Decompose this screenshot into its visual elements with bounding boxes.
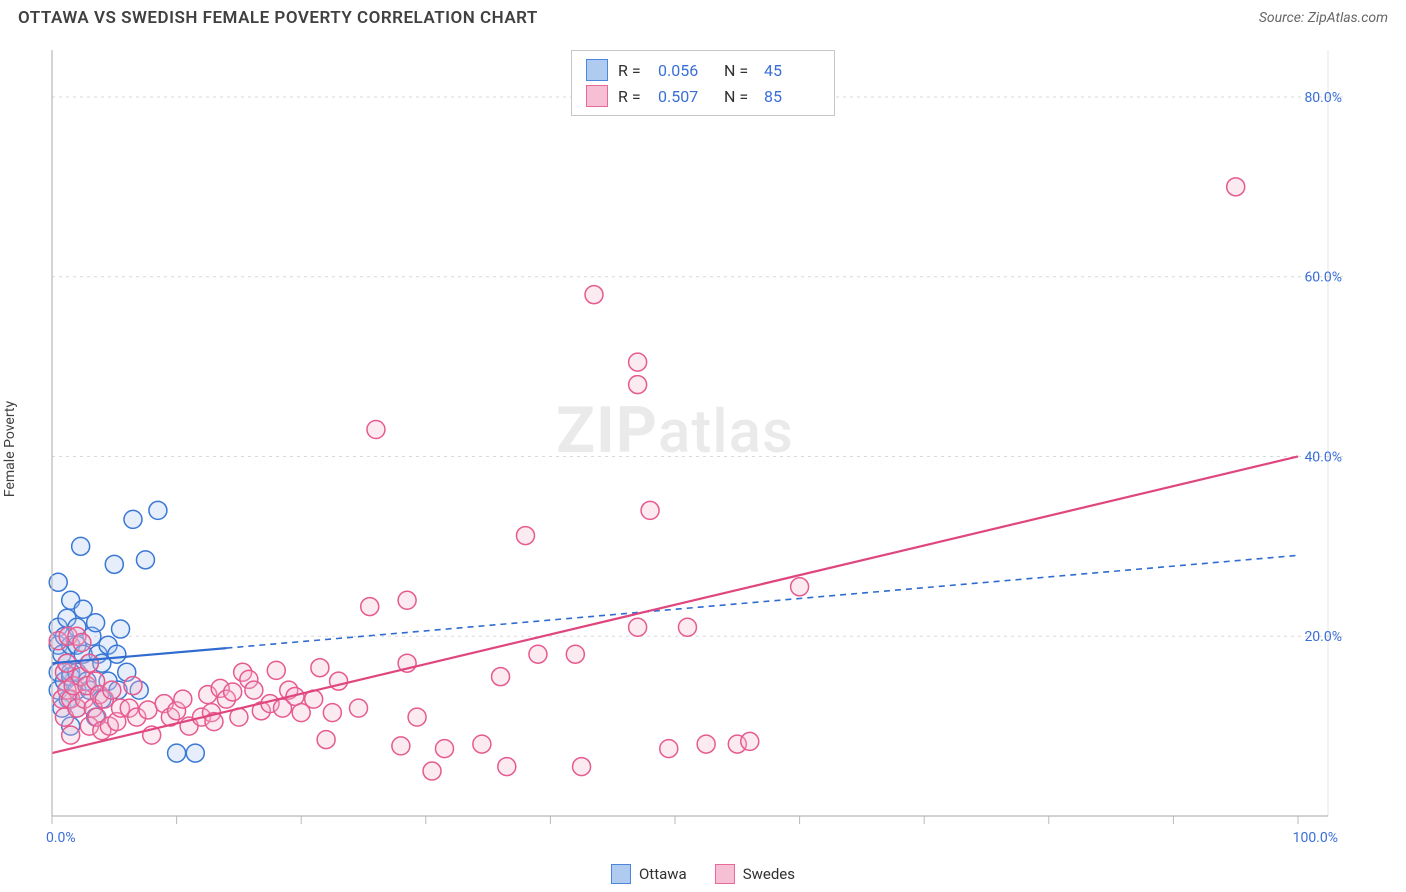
data-point-ottawa xyxy=(112,620,130,638)
data-point-swedes xyxy=(791,578,809,596)
data-point-swedes xyxy=(398,591,416,609)
r-value: 0.056 xyxy=(658,61,714,80)
n-value: 45 xyxy=(764,61,820,80)
data-point-swedes xyxy=(566,645,584,663)
data-point-swedes xyxy=(741,732,759,750)
data-point-swedes xyxy=(641,501,659,519)
n-label: N = xyxy=(724,87,754,106)
stats-legend-row-ottawa: R = 0.056 N = 45 xyxy=(586,57,820,83)
x-tick-label: 100.0% xyxy=(1293,830,1338,846)
data-point-swedes xyxy=(629,618,647,636)
data-point-swedes xyxy=(678,618,696,636)
data-point-swedes xyxy=(435,740,453,758)
series-legend-label: Ottawa xyxy=(639,865,687,883)
data-point-swedes xyxy=(423,762,441,780)
data-point-swedes xyxy=(361,598,379,616)
series-legend-item-swedes: Swedes xyxy=(715,864,795,884)
data-point-swedes xyxy=(498,758,516,776)
data-point-ottawa xyxy=(186,744,204,762)
data-point-swedes xyxy=(629,353,647,371)
data-point-swedes xyxy=(573,758,591,776)
trend-line-swedes xyxy=(52,456,1298,753)
data-point-swedes xyxy=(392,737,410,755)
data-point-ottawa xyxy=(87,614,105,632)
data-point-swedes xyxy=(103,681,121,699)
data-point-swedes xyxy=(124,677,142,695)
data-point-ottawa xyxy=(108,645,126,663)
stats-legend-row-swedes: R = 0.507 N = 85 xyxy=(586,83,820,109)
data-point-swedes xyxy=(311,659,329,677)
data-point-swedes xyxy=(697,735,715,753)
data-point-swedes xyxy=(174,690,192,708)
series-legend-item-ottawa: Ottawa xyxy=(611,864,687,884)
data-point-swedes xyxy=(1227,178,1245,196)
data-point-swedes xyxy=(350,699,368,717)
data-point-swedes xyxy=(367,421,385,439)
y-tick-label: 40.0% xyxy=(1304,449,1342,465)
data-point-swedes xyxy=(660,740,678,758)
data-point-swedes xyxy=(408,708,426,726)
legend-swatch-icon xyxy=(715,864,735,884)
series-legend: Ottawa Swedes xyxy=(611,864,795,884)
data-point-ottawa xyxy=(136,551,154,569)
series-legend-label: Swedes xyxy=(743,865,795,883)
data-point-ottawa xyxy=(168,744,186,762)
x-tick-label: 0.0% xyxy=(46,830,76,846)
data-point-swedes xyxy=(492,668,510,686)
n-label: N = xyxy=(724,61,754,80)
data-point-ottawa xyxy=(124,510,142,528)
data-point-swedes xyxy=(80,654,98,672)
r-value: 0.507 xyxy=(658,87,714,106)
legend-swatch-icon xyxy=(586,59,608,81)
r-label: R = xyxy=(618,61,648,80)
y-tick-label: 80.0% xyxy=(1304,90,1342,106)
scatter-chart-svg: ZIPatlas 0.0% 100.0% 20.0% 40.0% 60.0% 80.0% xyxy=(18,46,1348,846)
data-point-swedes xyxy=(323,704,341,722)
trend-line-ottawa-dashed xyxy=(226,555,1298,648)
chart-title: OTTAWA VS SWEDISH FEMALE POVERTY CORRELA… xyxy=(18,8,538,28)
stats-legend: R = 0.056 N = 45 R = 0.507 N = 85 xyxy=(571,50,835,116)
data-point-swedes xyxy=(585,286,603,304)
chart-area: Female Poverty ZIPatlas0.0%100.0%20.0%40… xyxy=(18,46,1388,852)
data-point-swedes xyxy=(139,701,157,719)
data-point-swedes xyxy=(516,527,534,545)
data-point-ottawa xyxy=(72,537,90,555)
n-value: 85 xyxy=(764,87,820,106)
y-tick-label: 20.0% xyxy=(1304,629,1342,645)
data-point-ottawa xyxy=(105,555,123,573)
data-point-swedes xyxy=(245,681,263,699)
y-tick-label: 60.0% xyxy=(1304,270,1342,286)
data-point-swedes xyxy=(224,683,242,701)
watermark: ZIPatlas xyxy=(556,393,794,468)
data-point-swedes xyxy=(62,726,80,744)
legend-swatch-icon xyxy=(586,85,608,107)
y-axis-label: Female Poverty xyxy=(2,401,18,497)
data-point-swedes xyxy=(317,731,335,749)
source-attribution: Source: ZipAtlas.com xyxy=(1259,10,1388,26)
data-point-swedes xyxy=(529,645,547,663)
data-point-swedes xyxy=(473,735,491,753)
r-label: R = xyxy=(618,87,648,106)
data-point-swedes xyxy=(267,661,285,679)
data-point-swedes xyxy=(629,376,647,394)
data-point-swedes xyxy=(73,634,91,652)
data-point-ottawa xyxy=(149,501,167,519)
legend-swatch-icon xyxy=(611,864,631,884)
